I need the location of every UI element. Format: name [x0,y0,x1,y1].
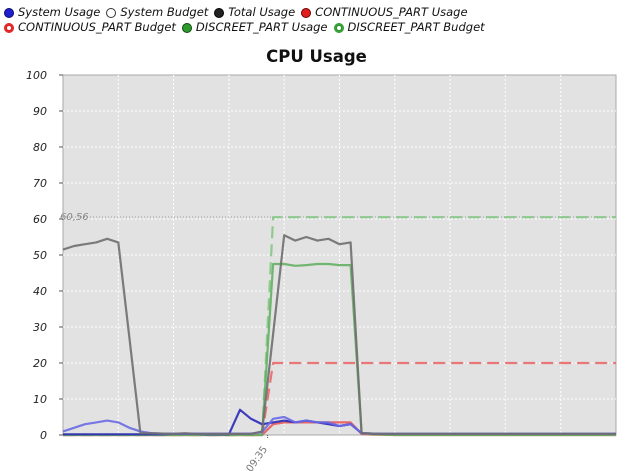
y-tick-label: 60 [33,213,47,226]
y-tick-label: 30 [33,321,47,334]
y-tick-label: 70 [33,177,47,190]
y-axis-ticks: 0 10 20 30 40 50 60 70 80 90 100 [26,69,63,442]
y-tick-label: 100 [26,69,47,82]
y-tick-label: 20 [33,357,47,370]
y-tick-label: 80 [33,141,47,154]
y-tick-label: 10 [33,393,47,406]
x-tick-label: 09:35 [245,444,271,471]
y-tick-label: 0 [40,429,47,442]
reference-line-label: 60,56 [60,212,89,223]
y-tick-label: 90 [33,105,47,118]
y-tick-label: 40 [33,285,47,298]
x-axis-ticks: 09:35 [245,435,271,471]
y-tick-label: 50 [33,249,47,262]
